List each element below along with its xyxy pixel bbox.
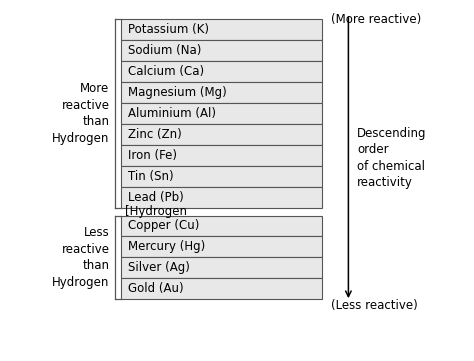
Bar <box>121 103 322 124</box>
Text: (Less reactive): (Less reactive) <box>331 299 418 312</box>
Text: Potassium (K): Potassium (K) <box>128 23 209 36</box>
Text: [Hydrogen: [Hydrogen <box>125 205 187 218</box>
Text: Copper (Cu): Copper (Cu) <box>128 219 200 232</box>
Text: (More reactive): (More reactive) <box>331 13 421 26</box>
Bar <box>121 216 322 236</box>
Text: Lead (Pb): Lead (Pb) <box>128 191 184 204</box>
Text: Magnesium (Mg): Magnesium (Mg) <box>128 86 227 99</box>
Bar <box>121 61 322 82</box>
Text: Silver (Ag): Silver (Ag) <box>128 261 190 274</box>
Text: Gold (Au): Gold (Au) <box>128 282 183 295</box>
Text: More
reactive
than
Hydrogen: More reactive than Hydrogen <box>52 82 109 145</box>
Bar <box>121 278 322 299</box>
Bar <box>121 257 322 278</box>
Bar <box>121 187 322 208</box>
Bar <box>121 82 322 103</box>
Bar <box>121 236 322 257</box>
Text: Sodium (Na): Sodium (Na) <box>128 44 201 57</box>
Bar <box>121 124 322 145</box>
Text: Tin (Sn): Tin (Sn) <box>128 170 173 183</box>
Text: Iron (Fe): Iron (Fe) <box>128 149 177 162</box>
Text: Less
reactive
than
Hydrogen: Less reactive than Hydrogen <box>52 226 109 289</box>
Text: Zinc (Zn): Zinc (Zn) <box>128 128 182 141</box>
Bar <box>121 40 322 61</box>
Bar <box>121 145 322 166</box>
Text: Mercury (Hg): Mercury (Hg) <box>128 240 205 253</box>
Text: Descending
order
of chemical
reactivity: Descending order of chemical reactivity <box>357 126 427 189</box>
Bar <box>121 19 322 40</box>
Text: Aluminium (Al): Aluminium (Al) <box>128 107 216 120</box>
Text: Calcium (Ca): Calcium (Ca) <box>128 65 204 78</box>
Bar <box>121 166 322 187</box>
